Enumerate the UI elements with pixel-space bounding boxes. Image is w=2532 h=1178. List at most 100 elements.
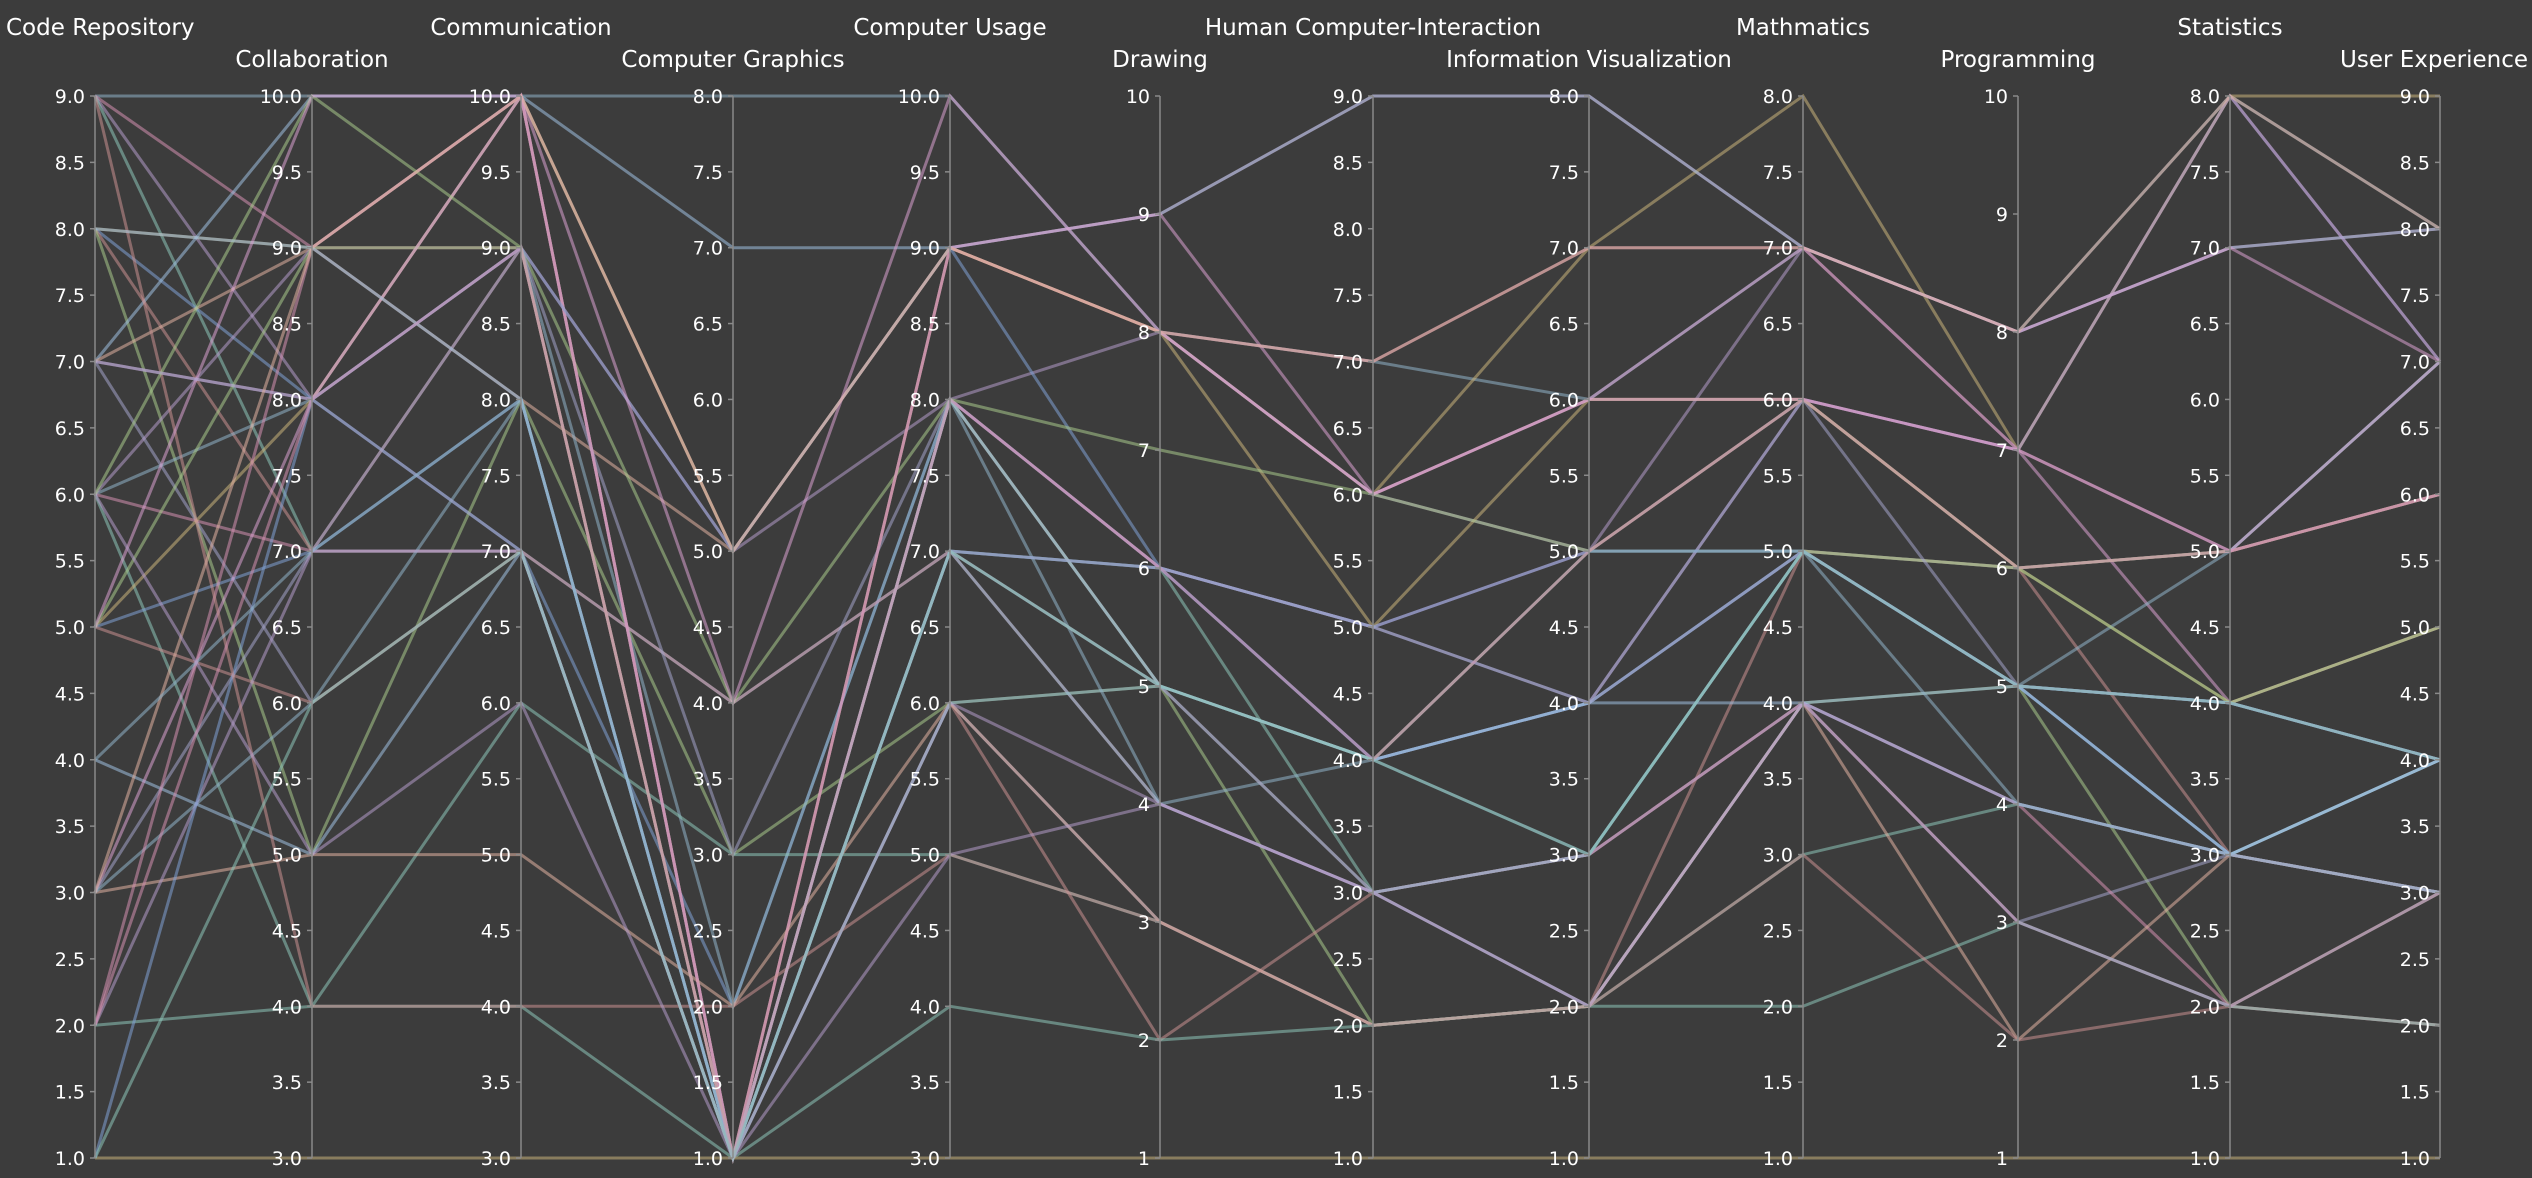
axis-title[interactable]: Communication (430, 15, 611, 41)
tick-label: 8.5 (272, 314, 302, 336)
tick-label: 3.0 (55, 883, 85, 905)
record-line (93, 93, 2441, 893)
tick-label: 3.0 (1549, 845, 1579, 867)
tick-label: 3.5 (272, 1072, 302, 1094)
tick-label: 6.0 (272, 693, 302, 715)
axis-title[interactable]: Drawing (1112, 47, 1208, 73)
tick-label: 6.5 (2400, 418, 2430, 440)
tick-label: 6.5 (2190, 314, 2220, 336)
axis-title[interactable]: Mathmatics (1736, 15, 1870, 41)
axis-title[interactable]: Code Repository (6, 15, 195, 41)
tick-label: 7.5 (481, 465, 511, 487)
record-line (93, 94, 2441, 363)
tick-label: 4.5 (55, 683, 85, 705)
axis-title[interactable]: Statistics (2177, 15, 2282, 41)
tick-label: 6.5 (1763, 314, 1793, 336)
tick-label: 5.5 (1763, 465, 1793, 487)
tick-label: 2.5 (1549, 920, 1579, 942)
tick-label: 7.5 (272, 465, 302, 487)
tick-label: 4.0 (481, 996, 511, 1018)
tick-label: 6.0 (481, 693, 511, 715)
tick-label: 8.0 (1333, 219, 1363, 241)
tick-label: 2.5 (1333, 949, 1363, 971)
tick-label: 9.0 (910, 238, 940, 260)
tick-label: 1.0 (1763, 1148, 1793, 1170)
tick-label: 5.0 (1763, 541, 1793, 563)
tick-label: 4.5 (1763, 617, 1793, 639)
tick-label: 6.0 (1763, 389, 1793, 411)
record-line (93, 396, 2441, 1163)
tick-label: 2.0 (1549, 996, 1579, 1018)
tick-label: 3.0 (2400, 883, 2430, 905)
tick-label: 4.0 (1549, 693, 1579, 715)
tick-label: 4.5 (1333, 683, 1363, 705)
record-line (94, 227, 2441, 1164)
record-lines (93, 92, 2442, 1164)
tick-label: 6.5 (272, 617, 302, 639)
tick-label: 3.0 (1333, 883, 1363, 905)
axis-title[interactable]: Programming (1940, 47, 2095, 73)
axis-title[interactable]: Information Visualization (1446, 47, 1732, 73)
axis-title[interactable]: Collaboration (235, 47, 388, 73)
tick-label: 6.5 (910, 617, 940, 639)
tick-label: 6.0 (2190, 389, 2220, 411)
tick-label: 9.0 (272, 238, 302, 260)
tick-label: 6.0 (910, 693, 940, 715)
tick-label: 5.0 (910, 845, 940, 867)
axis-collaboration: 3.0 3.5 4.0 4.5 5.0 5.5 6.0 6.5 7.0 7.5 8.0 8.5 9.0 9… (235, 47, 388, 1170)
tick-label: 7.0 (1549, 238, 1579, 260)
axis-hci: 1.0 1.5 2.0 2.5 3.0 3.5 4.0 4.5 5.0 5.5 6.0 6.5 7.0 7… (1205, 15, 1541, 1170)
tick-label: 5.5 (1333, 551, 1363, 573)
tick-label: 6.5 (1549, 314, 1579, 336)
tick-label: 3.5 (1763, 769, 1793, 791)
axis-title[interactable]: Computer Graphics (621, 47, 844, 73)
tick-label: 6.0 (55, 484, 85, 506)
tick-label: 7.0 (1763, 238, 1793, 260)
axis-title[interactable]: User Experience (2340, 47, 2528, 73)
record-line (94, 245, 2441, 570)
tick-label: 9.0 (55, 86, 85, 108)
axis-drawing: 1 2 3 4 5 6 7 8 9 10 Drawing (1112, 47, 1208, 1170)
tick-label: 8.5 (55, 152, 85, 174)
tick-label: 6.0 (1549, 389, 1579, 411)
tick-label: 1.0 (1333, 1148, 1363, 1170)
tick-label: 1 (1996, 1148, 2008, 1170)
tick-label: 8.0 (2190, 86, 2220, 108)
record-line (93, 227, 2441, 1164)
axis-user_experience: 1.0 1.5 2.0 2.5 3.0 3.5 4.0 4.5 5.0 5.5 6.0 6.5 7.0 7… (2340, 47, 2528, 1170)
tick-label: 4.5 (2190, 617, 2220, 639)
tick-label: 5.5 (272, 769, 302, 791)
tick-label: 6.5 (693, 314, 723, 336)
tick-label: 5.5 (55, 551, 85, 573)
tick-label: 2.5 (2400, 949, 2430, 971)
tick-label: 5.5 (2190, 465, 2220, 487)
axis-title[interactable]: Human Computer-Interaction (1205, 15, 1541, 41)
tick-label: 2.5 (693, 920, 723, 942)
record-line (93, 245, 2441, 1159)
tick-label: 7.5 (1549, 162, 1579, 184)
tick-label: 4.0 (693, 693, 723, 715)
tick-label: 1.5 (2400, 1082, 2430, 1104)
axis-title[interactable]: Computer Usage (853, 15, 1046, 41)
axis-computer_usage: 3.0 3.5 4.0 4.5 5.0 5.5 6.0 6.5 7.0 7.5 8.0 8.5 9.0 9… (853, 15, 1046, 1170)
record-line (93, 246, 2441, 762)
tick-label: 4.5 (1549, 617, 1579, 639)
tick-label: 10.0 (260, 86, 302, 108)
tick-label: 5.5 (2400, 551, 2430, 573)
tick-label: 3.5 (693, 769, 723, 791)
tick-label: 7.5 (55, 285, 85, 307)
tick-label: 3 (1996, 912, 2008, 934)
tick-label: 5.0 (2400, 617, 2430, 639)
axis-info_vis: 1.0 1.5 2.0 2.5 3.0 3.5 4.0 4.5 5.0 5.5 6.0 6.5 7.0 7… (1446, 47, 1732, 1170)
tick-label: 3.5 (55, 816, 85, 838)
tick-label: 5.0 (2190, 541, 2220, 563)
tick-label: 8 (1996, 322, 2008, 344)
tick-label: 1.0 (1549, 1148, 1579, 1170)
tick-label: 2 (1996, 1030, 2008, 1052)
record-line (94, 492, 2441, 1027)
tick-label: 3.5 (1333, 816, 1363, 838)
tick-label: 7.5 (910, 465, 940, 487)
record-line (93, 95, 2441, 1042)
tick-label: 7.5 (1333, 285, 1363, 307)
tick-label: 5.0 (481, 845, 511, 867)
